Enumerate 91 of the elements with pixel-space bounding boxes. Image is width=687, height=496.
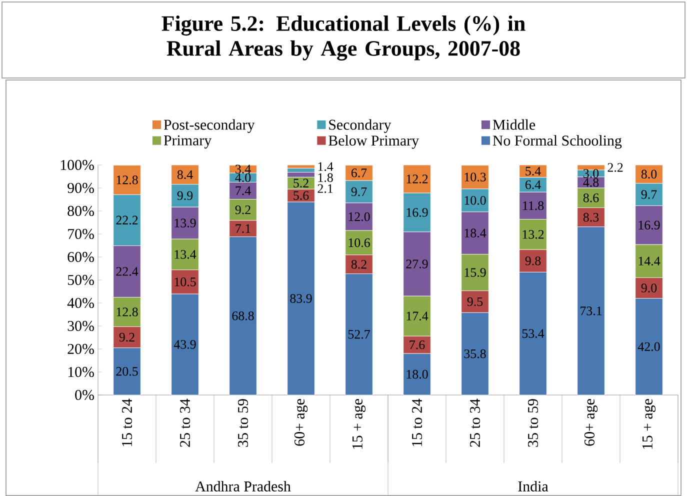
data-label: 7.1 bbox=[236, 224, 250, 233]
data-label: 53.4 bbox=[522, 329, 544, 338]
data-label: 10.6 bbox=[348, 238, 370, 248]
data-label: 17.4 bbox=[406, 312, 428, 320]
data-label: 9.9 bbox=[177, 191, 193, 200]
y-tick-label: 0% bbox=[75, 390, 94, 400]
x-tick-label: 15 + age bbox=[352, 398, 366, 449]
data-label: 5.6 bbox=[294, 191, 309, 200]
data-label: 15.9 bbox=[464, 268, 486, 277]
data-label: 12.2 bbox=[406, 174, 428, 184]
data-label: 2.2 bbox=[608, 163, 623, 172]
data-label: 12.8 bbox=[116, 307, 138, 316]
x-tick-label: 35 to 59 bbox=[238, 399, 248, 447]
data-label: 6.4 bbox=[525, 180, 541, 190]
data-label: 13.4 bbox=[174, 250, 196, 259]
data-label: 8.2 bbox=[351, 260, 366, 269]
data-label: 6.7 bbox=[351, 168, 367, 178]
data-label: 1.8 bbox=[318, 173, 333, 182]
x-tick-label: 15 to 24 bbox=[122, 398, 132, 446]
data-label: 18.4 bbox=[464, 228, 486, 238]
legend-label: Below Primary bbox=[328, 135, 419, 149]
data-label: 43.9 bbox=[174, 340, 196, 349]
data-label: 5.4 bbox=[526, 166, 541, 176]
data-label: 7.6 bbox=[410, 340, 425, 350]
x-tick-label: 15 + age bbox=[642, 398, 656, 449]
data-label: 8.3 bbox=[583, 212, 599, 222]
data-label: 10.0 bbox=[464, 196, 486, 205]
y-tick-label: 20% bbox=[68, 344, 94, 354]
y-tick-label: 40% bbox=[67, 298, 94, 308]
data-label: 12.8 bbox=[116, 175, 138, 184]
data-label: 27.9 bbox=[406, 260, 428, 268]
data-label: 22.2 bbox=[116, 216, 138, 224]
x-tick-label: 35 to 59 bbox=[528, 399, 538, 447]
data-label: 3.0 bbox=[584, 169, 599, 178]
y-tick-label: 10% bbox=[68, 366, 94, 377]
y-tick-label: 60% bbox=[68, 252, 94, 262]
data-label: 8.4 bbox=[177, 170, 193, 179]
text: India bbox=[518, 480, 548, 492]
data-label: 9.0 bbox=[641, 284, 657, 292]
y-tick-label: 90% bbox=[68, 182, 94, 193]
y-tick-label: 50% bbox=[68, 274, 94, 285]
data-label: 7.4 bbox=[236, 186, 251, 196]
y-tick-label: 30% bbox=[68, 320, 94, 331]
data-label: 18.0 bbox=[406, 370, 428, 379]
data-label: 5.2 bbox=[294, 178, 308, 188]
data-label: 10.5 bbox=[174, 277, 196, 286]
chart-title: Figure 5.2: Educational Levels (%) in Rural Areas by Age Groups, 2007-08 bbox=[162, 15, 526, 60]
data-label: 9.5 bbox=[467, 297, 483, 306]
data-label: 42.0 bbox=[638, 342, 660, 351]
data-label: 8.6 bbox=[583, 193, 599, 202]
data-label: 13.9 bbox=[174, 218, 196, 228]
data-label: 9.8 bbox=[525, 256, 541, 266]
data-label: 16.9 bbox=[406, 208, 428, 217]
legend-label: Post-secondary bbox=[164, 119, 255, 133]
legend-label: Middle bbox=[492, 119, 536, 130]
data-label: 16.9 bbox=[638, 220, 660, 230]
x-tick-label: 60+ age bbox=[584, 398, 598, 446]
data-label: 83.9 bbox=[290, 294, 312, 303]
data-label: 1.4 bbox=[318, 162, 334, 171]
data-label: 11.8 bbox=[523, 201, 544, 210]
x-tick-label: 60+ age bbox=[294, 398, 308, 446]
data-label: 22.4 bbox=[116, 267, 138, 276]
data-label: 13.2 bbox=[522, 230, 544, 239]
data-label: 9.2 bbox=[235, 205, 250, 214]
data-label: 20.5 bbox=[116, 366, 138, 376]
data-label: 4.8 bbox=[583, 178, 599, 187]
data-label: 35.8 bbox=[464, 349, 486, 358]
data-label: 9.2 bbox=[119, 332, 134, 342]
y-tick-label: 80% bbox=[68, 206, 94, 216]
legend-label: Secondary bbox=[329, 119, 392, 133]
data-label: 14.4 bbox=[638, 256, 660, 266]
data-label: 12.0 bbox=[348, 212, 370, 222]
x-tick-label: 25 to 34 bbox=[470, 398, 480, 447]
data-label: 9.7 bbox=[351, 187, 367, 196]
legend-label: No Formal Schooling bbox=[492, 135, 622, 149]
data-label: 52.7 bbox=[348, 330, 370, 339]
y-tick-label: 70% bbox=[68, 228, 94, 239]
y-tick-label: 100% bbox=[60, 160, 94, 170]
data-label: 73.1 bbox=[580, 306, 602, 316]
data-label: 68.8 bbox=[232, 311, 254, 320]
data-label: 10.3 bbox=[464, 172, 486, 182]
text: Andhra Pradesh bbox=[195, 480, 291, 492]
data-label: 4.0 bbox=[235, 173, 251, 182]
data-label: 3.4 bbox=[236, 164, 251, 174]
x-tick-label: 15 to 24 bbox=[412, 398, 422, 446]
legend-label: Primary bbox=[164, 135, 212, 148]
data-label: 8.0 bbox=[641, 170, 657, 178]
bar bbox=[287, 164, 315, 168]
data-label: 2.1 bbox=[318, 184, 333, 193]
data-label: 9.7 bbox=[641, 190, 657, 199]
x-tick-label: 25 to 34 bbox=[180, 398, 190, 447]
